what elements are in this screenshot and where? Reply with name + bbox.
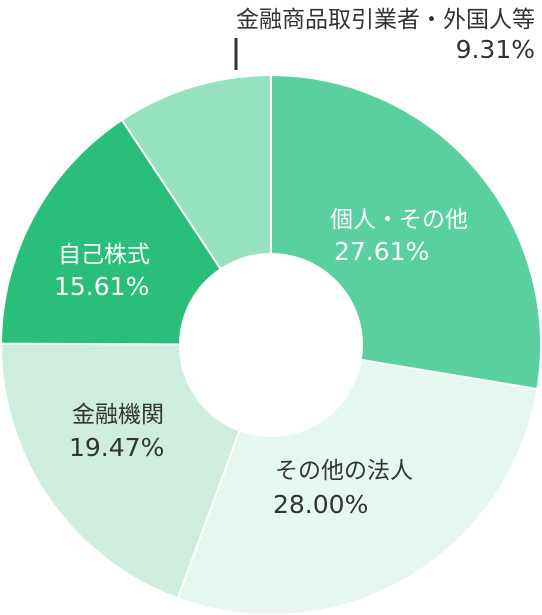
slice-value-securities-foreign: 9.31% bbox=[456, 35, 535, 64]
slice-value-treasury-stock: 15.61% bbox=[54, 272, 149, 301]
slice-label-treasury-stock: 自己株式 bbox=[58, 242, 150, 268]
slice-treasury-stock bbox=[0, 118, 223, 346]
slice-value-financial-institutions: 19.47% bbox=[69, 433, 164, 462]
slice-individuals bbox=[270, 73, 542, 391]
slice-label-other-corporations: その他の法人 bbox=[275, 458, 413, 484]
slice-label-individuals: 個人・その他 bbox=[330, 207, 468, 233]
donut-slices bbox=[0, 73, 542, 615]
slice-label-securities-foreign: 金融商品取引業者・外国人等 bbox=[236, 7, 535, 33]
slice-other-corporations bbox=[176, 358, 539, 615]
slice-value-individuals: 27.61% bbox=[334, 237, 429, 266]
slice-label-financial-institutions: 金融機関 bbox=[72, 402, 164, 428]
slice-value-other-corporations: 28.00% bbox=[273, 490, 368, 519]
slice-financial-institutions bbox=[0, 342, 241, 600]
slice-securities-foreign bbox=[120, 73, 272, 271]
